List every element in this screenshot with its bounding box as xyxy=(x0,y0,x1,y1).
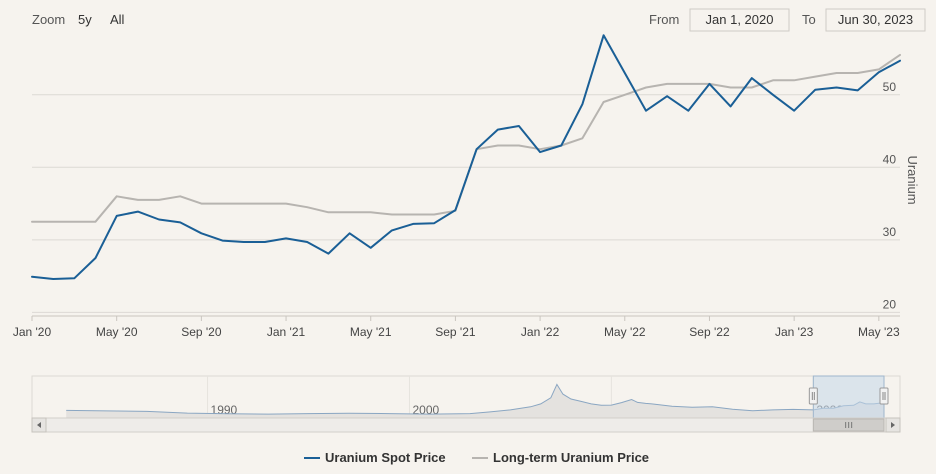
grid-lines xyxy=(32,94,900,313)
scrollbar-track[interactable] xyxy=(31,417,901,433)
arrow-left-icon xyxy=(37,422,41,428)
y-tick-label: 50 xyxy=(883,80,897,94)
y-axis-title: Uranium xyxy=(905,155,920,204)
navigator-right-handle[interactable] xyxy=(879,387,889,405)
y-tick-label: 20 xyxy=(883,297,897,311)
legend-label: Uranium Spot Price xyxy=(325,450,446,465)
zoom-all-button[interactable]: All xyxy=(110,12,125,27)
navigator-left-handle[interactable] xyxy=(808,387,818,405)
from-label: From xyxy=(649,12,679,27)
y-tick-label: 30 xyxy=(883,225,897,239)
x-tick-label: Sep '20 xyxy=(181,325,222,339)
legend-item-long-term[interactable]: Long-term Uranium Price xyxy=(472,450,649,465)
x-tick-label: Jan '20 xyxy=(13,325,52,339)
to-label: To xyxy=(802,12,816,27)
legend-item-spot[interactable]: Uranium Spot Price xyxy=(304,450,446,465)
x-tick-label: May '21 xyxy=(350,325,392,339)
x-tick-label: Jan '21 xyxy=(267,325,306,339)
to-date-value: Jun 30, 2023 xyxy=(838,12,913,27)
zoom-label: Zoom xyxy=(32,12,65,27)
navigator-selection[interactable] xyxy=(812,375,885,419)
x-tick-label: Sep '21 xyxy=(435,325,476,339)
y-axis-ticks: 20 30 40 50 xyxy=(883,80,897,312)
arrow-right-icon xyxy=(891,422,895,428)
zoom-toolbar: Zoom 5y All xyxy=(32,12,125,27)
zoom-5y-button[interactable]: 5y xyxy=(78,12,92,27)
navigator-scrollbar[interactable] xyxy=(31,417,901,433)
navigator-area xyxy=(66,384,884,418)
from-date-value: Jan 1, 2020 xyxy=(706,12,774,27)
x-tick-label: Jan '22 xyxy=(521,325,560,339)
x-tick-label: Sep '22 xyxy=(689,325,730,339)
legend: Uranium Spot Price Long-term Uranium Pric… xyxy=(304,450,649,465)
legend-label: Long-term Uranium Price xyxy=(493,450,649,465)
series-lines xyxy=(31,34,901,280)
spot-price-line xyxy=(31,34,901,280)
x-tick-label: Jan '23 xyxy=(775,325,814,339)
date-range-selector: From Jan 1, 2020 To Jun 30, 2023 xyxy=(649,8,926,32)
to-date-input[interactable] xyxy=(825,8,926,32)
long-term-price-line xyxy=(31,53,901,223)
y-tick-label: 40 xyxy=(883,152,897,166)
x-tick-label: May '22 xyxy=(604,325,646,339)
x-axis: Jan '20 May '20 Sep '20 Jan '21 May '21 Sep '… xyxy=(13,315,900,339)
x-tick-label: May '23 xyxy=(858,325,900,339)
navigator[interactable]: 1990200020102020 xyxy=(31,375,901,433)
x-tick-label: May '20 xyxy=(96,325,138,339)
from-date-input[interactable] xyxy=(689,8,790,32)
